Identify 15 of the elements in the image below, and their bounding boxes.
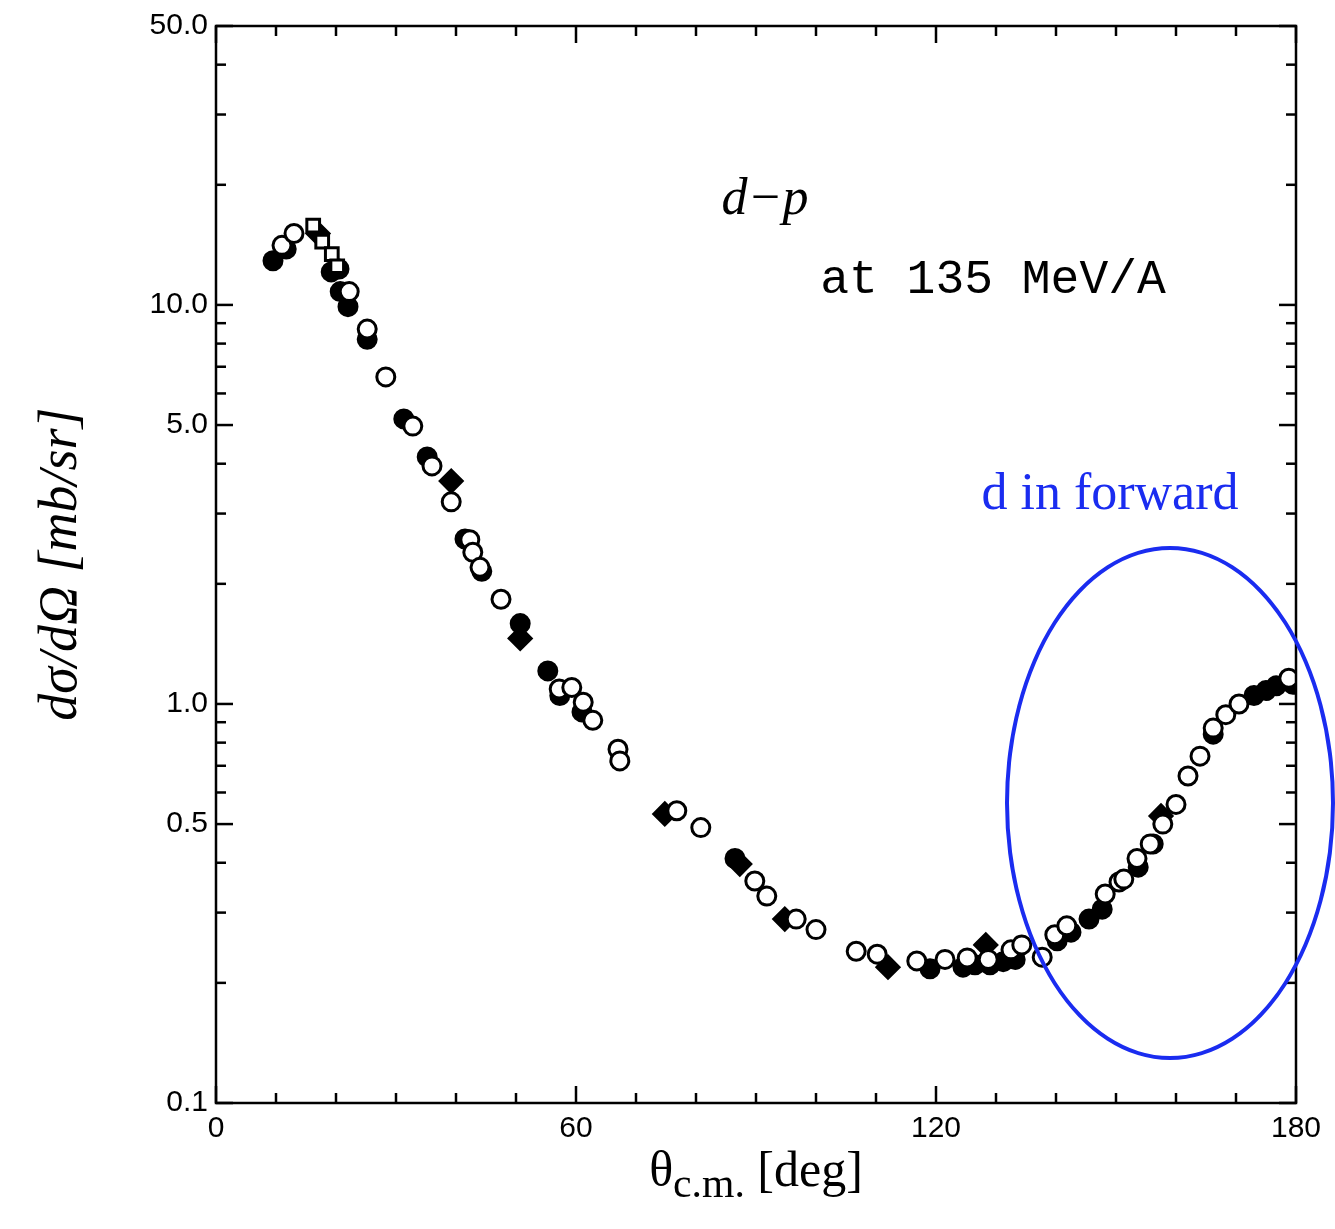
- annotation: at 135 MeV/A: [820, 252, 1167, 307]
- x-tick-label: 180: [1270, 1110, 1322, 1144]
- x-axis-title: θ$_{c.m.}$ [deg]: [649, 1141, 863, 1206]
- y-tick-label: 50.0: [149, 7, 208, 41]
- y-tick-label: 5.0: [166, 406, 208, 440]
- y-tick-label: 0.5: [166, 805, 208, 839]
- y-tick-label: 0.1: [166, 1084, 208, 1118]
- y-axis-title: dσ/dΩ [mb/sr]: [27, 407, 89, 721]
- y-tick-label: 1.0: [166, 685, 208, 719]
- y-tick-label: 10.0: [149, 286, 208, 320]
- annotation: d−p: [721, 167, 809, 225]
- x-tick-label: 60: [559, 1110, 593, 1144]
- x-tick-label: 0: [207, 1110, 225, 1144]
- annotation: d in forward: [981, 462, 1239, 520]
- x-tick-label: 120: [910, 1110, 962, 1144]
